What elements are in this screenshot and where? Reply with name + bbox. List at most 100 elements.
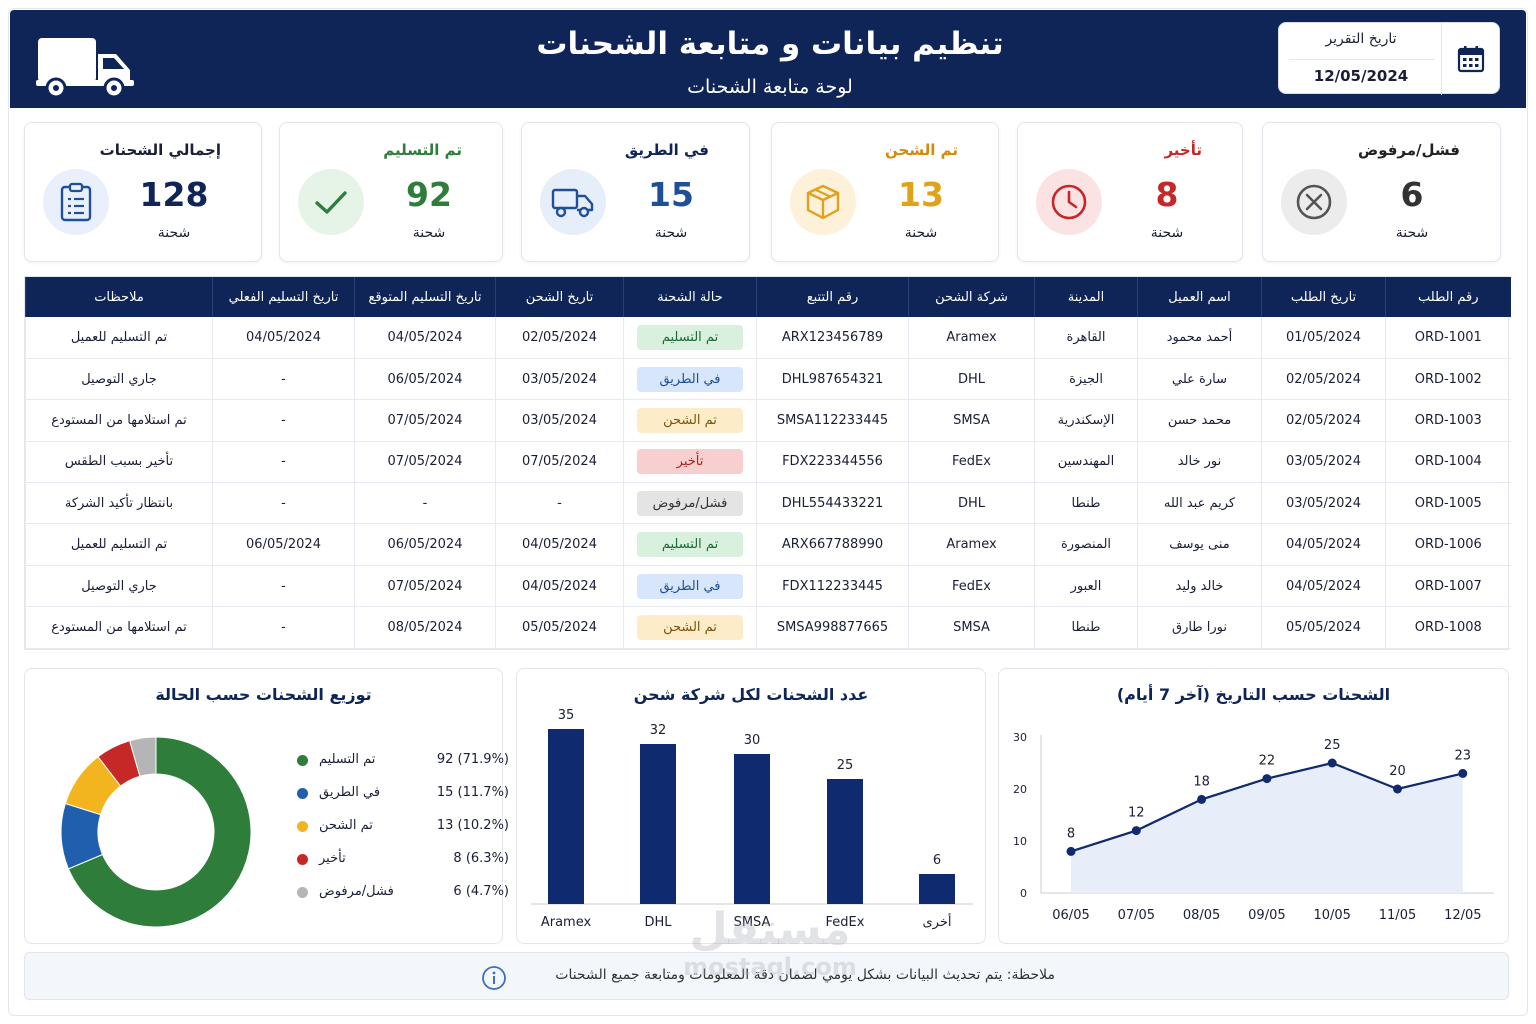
table-cell-status: تأخير: [623, 441, 757, 484]
table-cell-status: في الطريق: [623, 358, 757, 401]
kpi-value: 6: [1400, 175, 1424, 214]
legend-swatch: [297, 821, 308, 832]
table-cell-status: فشل/مرفوض: [623, 482, 757, 525]
table-row[interactable]: ORD-1007 04/05/2024 خالد وليد العبور FedEx FD…: [25, 565, 1511, 608]
status-badge: تم التسليم: [637, 324, 743, 350]
table-cell-actual: -: [212, 606, 355, 649]
column-header[interactable]: تاريخ الشحن: [495, 277, 624, 317]
table-cell-order: ORD-1006: [1385, 523, 1511, 566]
bar[interactable]: [548, 729, 584, 904]
table-row[interactable]: ORD-1008 05/05/2024 نورا طارق طنطا SMSA SMSA9…: [25, 606, 1511, 649]
bar-value-label: 25: [837, 758, 854, 773]
bar[interactable]: [827, 779, 863, 904]
line-point[interactable]: [1393, 784, 1402, 794]
table-cell-tracking: DHL987654321: [756, 358, 909, 401]
point-value-label: 12: [1128, 806, 1145, 821]
table-cell-expected: 06/05/2024: [354, 358, 496, 401]
column-header[interactable]: تاريخ التسليم الفعلي: [212, 277, 355, 317]
calendar-icon[interactable]: [1441, 23, 1499, 95]
legend-swatch: [297, 854, 308, 865]
x-tick-label: 12/05: [1444, 908, 1481, 923]
clipboard-icon: [43, 169, 109, 235]
table-cell-tracking: SMSA998877665: [756, 606, 909, 649]
bar-category-label: DHL: [644, 915, 672, 930]
table-cell-ship: 04/05/2024: [495, 565, 624, 608]
table-cell-notes: تم التسليم للعميل: [25, 523, 213, 566]
line-point[interactable]: [1131, 826, 1141, 836]
column-header[interactable]: اسم العميل: [1137, 277, 1262, 317]
table-cell-notes: تم استلامها من المستودع: [25, 399, 213, 442]
status-badge: في الطريق: [637, 573, 743, 599]
table-cell-actual: 06/05/2024: [212, 523, 355, 566]
point-value-label: 8: [1067, 826, 1075, 841]
page-subtitle: لوحة متابعة الشحنات: [687, 76, 853, 98]
bar[interactable]: [734, 754, 770, 904]
line-point[interactable]: [1197, 794, 1207, 804]
legend-swatch: [297, 887, 308, 898]
line-point[interactable]: [1327, 758, 1337, 768]
column-header[interactable]: شركة الشحن: [908, 277, 1035, 317]
kpi-unit: شحنة: [654, 225, 688, 241]
kpi-unit: شحنة: [412, 225, 446, 241]
donut-slice[interactable]: [129, 736, 157, 777]
donut-slice[interactable]: [67, 736, 252, 928]
table-cell-ship: 03/05/2024: [495, 358, 624, 401]
carrier-bar-panel: عدد الشحنات لكل شركة شحن 35 Aramex 32 DHL 30…: [516, 668, 986, 944]
table-cell-carrier: Aramex: [908, 523, 1035, 566]
table-cell-status: تم الشحن: [623, 399, 757, 442]
column-header[interactable]: رقم الطلب: [1385, 277, 1511, 317]
kpi-card-transit: في الطريق 15 شحنة: [521, 122, 750, 262]
legend-value: 92 (71.9%): [436, 752, 509, 767]
table-cell-notes: جاري التوصيل: [25, 358, 213, 401]
shipments-table: رقم الطلب تاريخ الطلب اسم العميل المدينة…: [24, 276, 1511, 650]
kpi-value: 8: [1155, 175, 1179, 214]
column-header[interactable]: المدينة: [1034, 277, 1138, 317]
table-cell-customer: نورا طارق: [1137, 606, 1262, 649]
table-cell-tracking: DHL554433221: [756, 482, 909, 525]
kpi-unit: شحنة: [1395, 225, 1429, 241]
table-cell-actual: -: [212, 399, 355, 442]
table-row[interactable]: ORD-1006 04/05/2024 منى يوسف المنصورة Aramex…: [25, 523, 1511, 566]
x-tick-label: 08/05: [1183, 908, 1220, 923]
table-cell-actual: -: [212, 441, 355, 484]
point-value-label: 23: [1455, 748, 1472, 763]
table-cell-expected: 07/05/2024: [354, 565, 496, 608]
bar[interactable]: [640, 744, 676, 904]
kpi-value: 128: [139, 175, 209, 214]
table-row[interactable]: ORD-1004 03/05/2024 نور خالد المهندسين FedEx…: [25, 441, 1511, 484]
table-row[interactable]: ORD-1005 03/05/2024 كريم عبد الله طنطا DHL DH…: [25, 482, 1511, 525]
column-header[interactable]: تاريخ التسليم المتوقع: [354, 277, 496, 317]
box-icon: [790, 169, 856, 235]
date-line-chart: 0 10 20 30 8 06/05 12 07/05 18 08/05 22 09/05 25 10/0…: [1013, 731, 1494, 923]
line-point[interactable]: [1458, 768, 1468, 778]
table-row[interactable]: ORD-1002 02/05/2024 سارة علي الجيزة DHL DHL98…: [25, 358, 1511, 401]
table-cell-carrier: FedEx: [908, 441, 1035, 484]
table-row[interactable]: ORD-1001 01/05/2024 أحمد محمود القاهرة Arame…: [25, 317, 1511, 359]
table-cell-actual: -: [212, 358, 355, 401]
y-tick-label: 10: [1013, 835, 1027, 848]
column-header[interactable]: حالة الشحنة: [623, 277, 757, 317]
table-cell-order: ORD-1008: [1385, 606, 1511, 649]
legend-swatch: [297, 755, 308, 766]
status-badge: تأخير: [637, 449, 743, 475]
footer-note: ملاحظة: يتم تحديث البيانات بشكل يومي لضم…: [24, 952, 1509, 1000]
table-cell-city: المهندسين: [1034, 441, 1138, 484]
bar[interactable]: [919, 874, 955, 904]
status-badge: فشل/مرفوض: [637, 490, 743, 516]
line-point[interactable]: [1066, 846, 1076, 856]
dashboard-header: تنظيم بيانات و متابعة الشحنات لوحة متابع…: [10, 10, 1526, 108]
table-cell-customer: نور خالد: [1137, 441, 1262, 484]
table-cell-carrier: DHL: [908, 482, 1035, 525]
table-cell-tracking: SMSA112233445: [756, 399, 909, 442]
x-tick-label: 10/05: [1313, 908, 1350, 923]
column-header[interactable]: ملاحظات: [25, 277, 213, 317]
kpi-value: 92: [406, 175, 452, 214]
x-tick-label: 07/05: [1118, 908, 1155, 923]
kpi-card-delayed: تأخير 8 شحنة: [1017, 122, 1243, 262]
report-date-box[interactable]: تاريخ التقرير 12/05/2024: [1278, 22, 1500, 95]
column-header[interactable]: رقم التتبع: [756, 277, 909, 317]
table-row[interactable]: ORD-1003 02/05/2024 محمد حسن الإسكندرية SMSA…: [25, 399, 1511, 442]
column-header[interactable]: تاريخ الطلب: [1261, 277, 1386, 317]
line-point[interactable]: [1262, 774, 1272, 784]
x-tick-label: 06/05: [1052, 908, 1089, 923]
